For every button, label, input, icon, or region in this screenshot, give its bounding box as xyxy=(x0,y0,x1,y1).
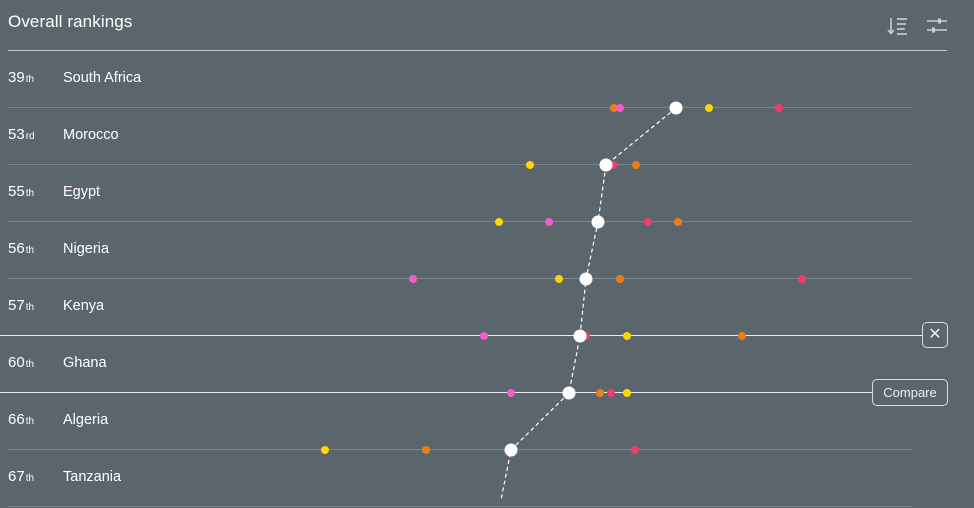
row-divider xyxy=(8,164,912,165)
country-name: Tanzania xyxy=(63,469,122,485)
sort-lines-icon[interactable] xyxy=(886,14,910,38)
header-divider xyxy=(8,50,947,51)
header: Overall rankings xyxy=(0,0,974,52)
rank-label: 66th xyxy=(8,411,35,428)
country-name: Nigeria xyxy=(63,241,109,257)
row-divider xyxy=(8,107,912,108)
ranking-row[interactable]: 39th South Africa xyxy=(0,52,974,109)
row-divider xyxy=(8,221,912,222)
country-name: Morocco xyxy=(63,127,119,143)
compare-button[interactable]: Compare xyxy=(872,379,948,406)
rankings-list: 39th South Africa 53rd Morocco 55th Egyp… xyxy=(0,52,974,507)
rank-label: 56th xyxy=(8,240,35,257)
row-divider-highlight xyxy=(0,335,922,336)
sliders-icon[interactable] xyxy=(925,14,949,38)
row-divider xyxy=(8,449,912,450)
rank-label: 55th xyxy=(8,183,35,200)
country-name: Ghana xyxy=(63,355,107,371)
ranking-row[interactable]: 66th Algeria xyxy=(0,394,974,451)
ranking-row[interactable]: 53rd Morocco xyxy=(0,109,974,166)
country-name: South Africa xyxy=(63,70,142,86)
country-name: Algeria xyxy=(63,412,109,428)
row-divider xyxy=(8,278,912,279)
rank-label: 67th xyxy=(8,468,35,485)
ranking-row-hover[interactable]: 60th Ghana Compare xyxy=(0,337,974,406)
remove-compare-button[interactable]: ✕ xyxy=(922,322,948,348)
page-title: Overall rankings xyxy=(8,12,133,31)
ranking-row[interactable]: 55th Egypt xyxy=(0,166,974,223)
row-divider-highlight xyxy=(0,392,922,393)
rank-label: 60th xyxy=(8,354,35,371)
ranking-row[interactable]: 67th Tanzania xyxy=(0,451,974,508)
row-divider xyxy=(8,506,912,507)
rank-label: 39th xyxy=(8,69,35,86)
ranking-row-selected[interactable]: 57th Kenya ✕ xyxy=(0,280,974,348)
country-name: Kenya xyxy=(63,298,105,314)
rank-label: 53rd xyxy=(8,126,35,143)
country-name: Egypt xyxy=(63,184,101,200)
rank-label: 57th xyxy=(8,297,35,314)
ranking-row[interactable]: 56th Nigeria xyxy=(0,223,974,280)
